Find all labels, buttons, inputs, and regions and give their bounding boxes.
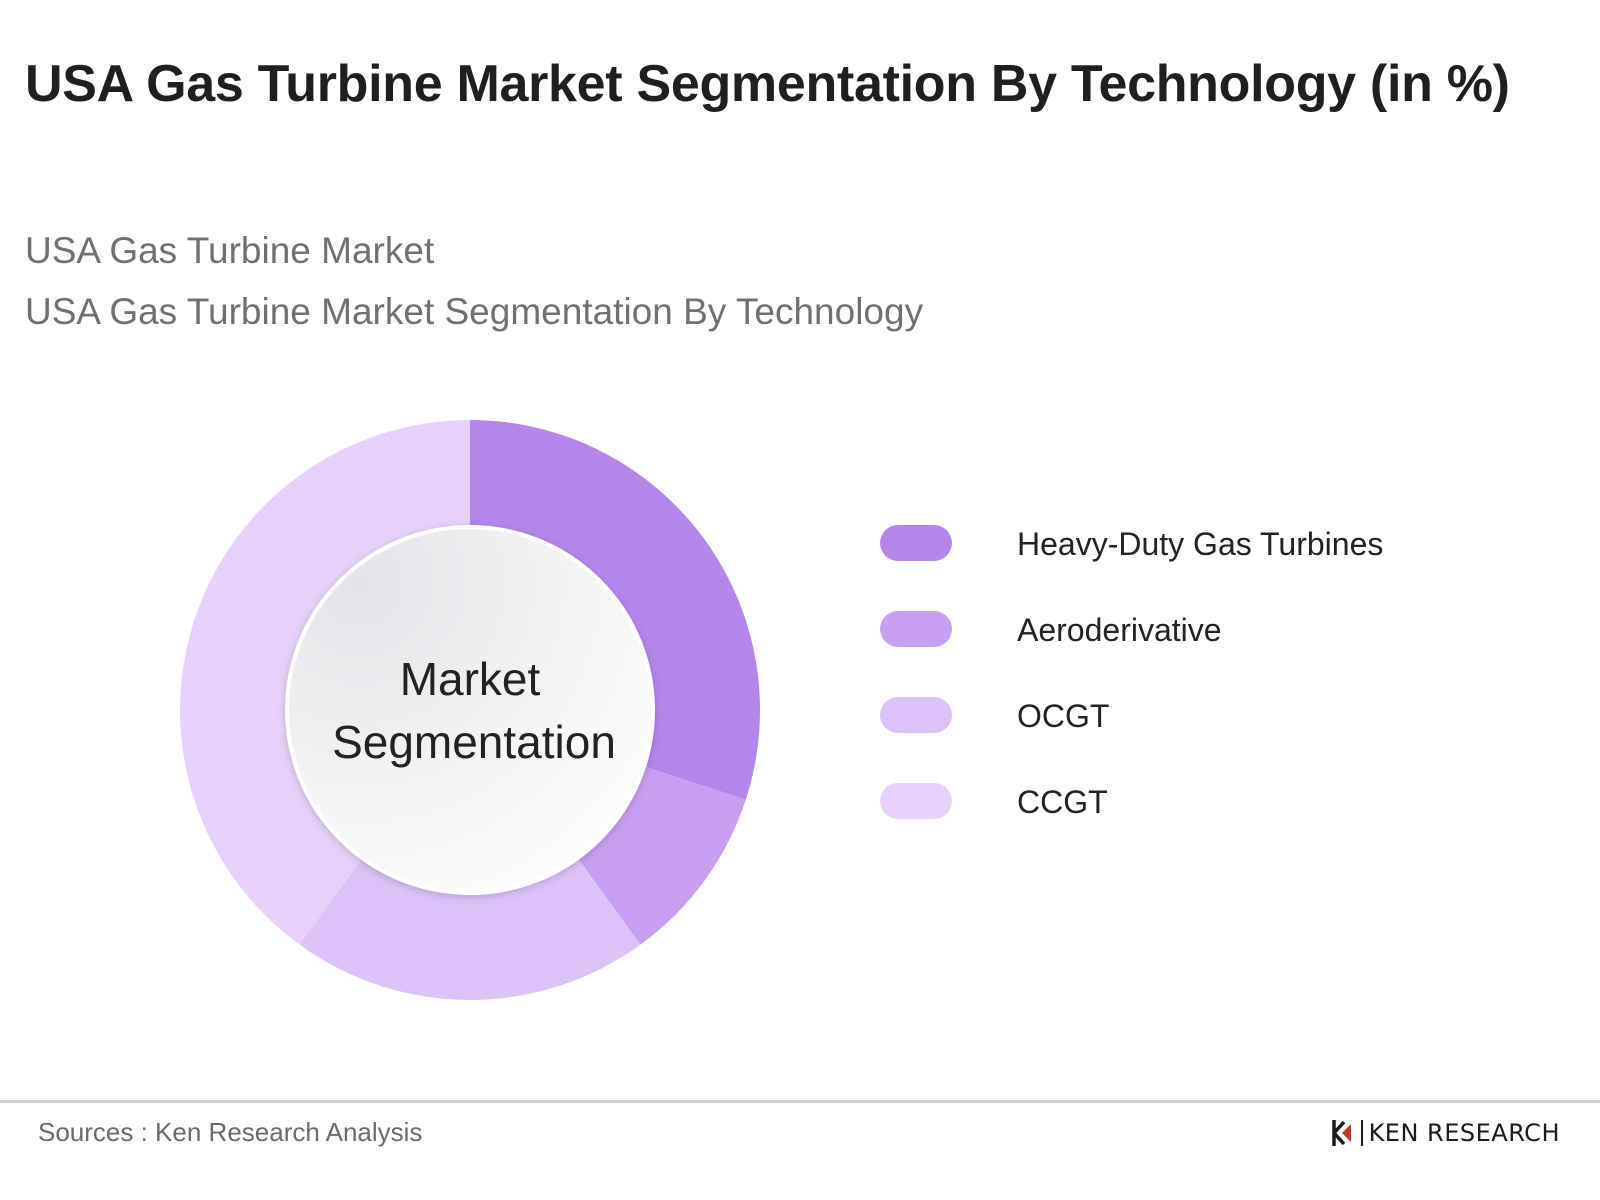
- donut-slice-ccgt: [180, 420, 470, 945]
- donut-chart: Market Segmentation: [180, 420, 760, 1001]
- center-label-line2: Segmentation: [332, 716, 616, 768]
- chart-subtitle-market: USA Gas Turbine Market: [25, 230, 435, 271]
- ken-logo-icon: [1331, 1120, 1351, 1146]
- donut-slice-aeroderivative: [577, 766, 746, 945]
- legend-swatch: [880, 697, 952, 733]
- legend-swatch: [880, 611, 952, 647]
- donut-slice-ocgt: [299, 858, 641, 1001]
- donut-slice-heavy-duty-gas-turbines: [470, 420, 760, 800]
- footer-divider: [0, 1100, 1600, 1103]
- legend-swatch: [880, 525, 952, 561]
- legend-label: Aeroderivative: [1017, 612, 1222, 648]
- brand-separator: [1360, 1120, 1363, 1146]
- chart-subtitle-segmentation: USA Gas Turbine Market Segmentation By T…: [25, 291, 924, 332]
- legend-label: Heavy-Duty Gas Turbines: [1017, 526, 1384, 562]
- donut-center: [285, 525, 655, 895]
- center-label-line1: Market: [400, 653, 541, 705]
- brand-logo: KEN RESEARCH: [1331, 1118, 1560, 1148]
- legend-label: CCGT: [1017, 784, 1108, 820]
- legend-label: OCGT: [1017, 698, 1110, 734]
- donut-slices: [180, 420, 760, 1001]
- brand-name: KEN RESEARCH: [1368, 1119, 1560, 1147]
- source-note: Sources : Ken Research Analysis: [38, 1117, 423, 1147]
- legend-swatch: [880, 783, 952, 819]
- chart-title: USA Gas Turbine Market Segmentation By T…: [25, 55, 1510, 113]
